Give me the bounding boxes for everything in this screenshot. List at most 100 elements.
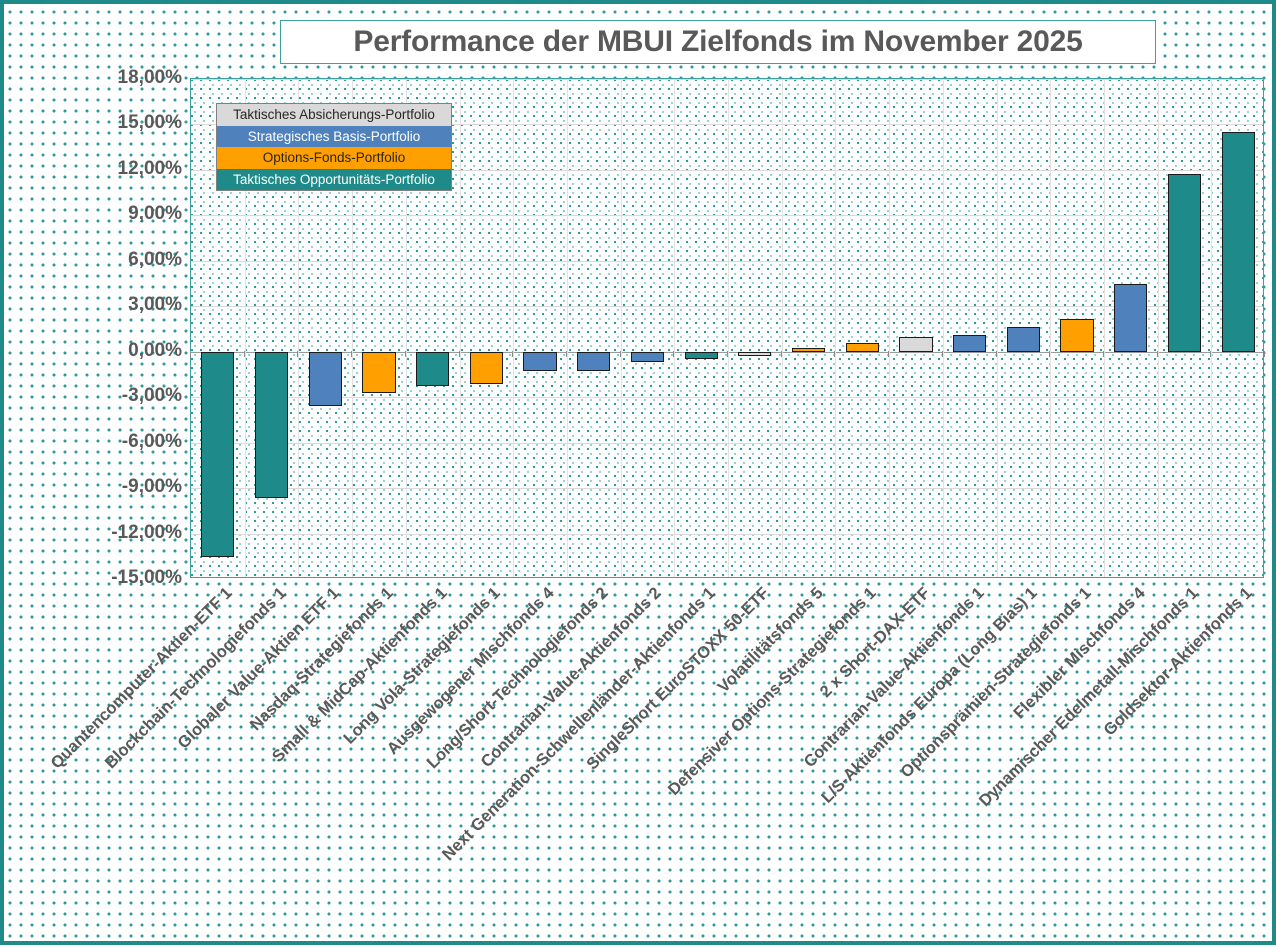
bar[interactable] xyxy=(791,347,826,352)
x-axis-tickmark xyxy=(404,350,406,357)
bar[interactable] xyxy=(1060,319,1094,352)
bar[interactable] xyxy=(523,351,557,372)
x-axis-tickmark xyxy=(1049,350,1051,357)
y-axis-tick-label: -3,00% xyxy=(121,385,182,407)
bar[interactable] xyxy=(201,351,235,558)
x-axis-tickmark xyxy=(565,350,567,357)
category-separator xyxy=(513,79,515,577)
category-separator xyxy=(996,79,998,577)
category-separator xyxy=(405,79,407,577)
legend-item-label: Strategisches Basis-Portfolio xyxy=(247,128,421,144)
gridline-18 xyxy=(191,79,1263,80)
plot-area xyxy=(190,78,1264,578)
gridline-6 xyxy=(191,260,1263,262)
legend-item-label: Taktisches Opportunitäts-Portfolio xyxy=(233,171,435,187)
bar[interactable] xyxy=(845,343,879,352)
bar[interactable] xyxy=(899,337,933,352)
category-separator xyxy=(1103,79,1105,577)
legend-item-label: Options-Fonds-Portfolio xyxy=(262,150,406,166)
chart-title-box: Performance der MBUI Zielfonds im Novemb… xyxy=(280,20,1156,64)
bar[interactable] xyxy=(684,351,718,359)
x-axis-tickmark xyxy=(834,350,836,357)
category-separator xyxy=(1050,79,1052,577)
y-axis-tick-label: 0,00% xyxy=(128,339,182,361)
x-axis-tickmark xyxy=(243,350,245,357)
bar[interactable] xyxy=(1006,327,1040,352)
y-axis-tick-label: -15,00% xyxy=(111,567,182,588)
bar[interactable] xyxy=(577,351,611,372)
y-axis-tick-label: 3,00% xyxy=(128,294,182,316)
gridline-neg9 xyxy=(191,488,1263,490)
y-axis-tick-label: 12,00% xyxy=(117,157,182,179)
legend-item-row: Options-Fonds-Portfolio xyxy=(217,147,451,169)
category-separator xyxy=(566,79,568,577)
category-separator xyxy=(781,79,783,577)
x-axis-tickmark xyxy=(619,350,621,357)
category-separator xyxy=(244,79,246,577)
category-separator xyxy=(728,79,729,577)
legend-item[interactable]: Taktisches Opportunitäts-Portfolio xyxy=(217,168,451,190)
legend-item[interactable]: Options-Fonds-Portfolio xyxy=(217,147,451,169)
legend-item[interactable]: Taktisches Absicherungs-Portfolio xyxy=(217,104,451,126)
x-axis-tickmark xyxy=(1102,350,1104,357)
bar[interactable] xyxy=(416,351,450,386)
bar[interactable] xyxy=(254,351,289,498)
x-axis-tickmark xyxy=(941,350,943,357)
x-axis-tickmark xyxy=(995,350,997,357)
y-axis-tick-label: -9,00% xyxy=(121,476,182,498)
category-separator xyxy=(298,79,300,577)
x-axis-labels: Quantencomputer-Aktien-ETF 1 Blockchain-T… xyxy=(4,578,1276,948)
y-axis-tick-label: -6,00% xyxy=(121,430,182,452)
x-axis-tickmark xyxy=(1156,350,1158,357)
bar[interactable] xyxy=(1221,132,1255,352)
x-axis-tickmark xyxy=(727,350,728,357)
bar[interactable] xyxy=(1114,283,1148,352)
legend-item-row: Taktisches Absicherungs-Portfolio xyxy=(217,104,451,126)
x-axis-tickmark xyxy=(780,350,782,357)
gridline-15 xyxy=(191,124,1263,126)
legend-item[interactable]: Strategisches Basis-Portfolio xyxy=(217,125,451,147)
x-axis-tickmark xyxy=(512,350,514,357)
y-axis: 18,00% 15,00% 12,00% 9,00% 6,00% 3,00% 0,00% -3… xyxy=(64,67,186,588)
y-axis-tick-label: 18,00% xyxy=(117,67,182,88)
x-axis-tickmark xyxy=(297,350,299,357)
bar[interactable] xyxy=(308,351,342,406)
x-axis-tickmark xyxy=(888,350,890,357)
y-axis-tick-label: 6,00% xyxy=(128,248,182,270)
page-title: Performance der MBUI Zielfonds im Novemb… xyxy=(353,25,1083,58)
legend-item-row: Strategisches Basis-Portfolio xyxy=(217,125,451,147)
gridline-neg6 xyxy=(191,442,1263,444)
category-separator xyxy=(889,79,891,577)
bar[interactable] xyxy=(469,351,503,385)
x-axis-tickmark xyxy=(458,350,460,357)
x-axis-tickmark xyxy=(673,350,675,357)
bar[interactable] xyxy=(1167,174,1202,352)
category-separator xyxy=(459,79,461,577)
gridline-9 xyxy=(191,215,1263,217)
category-separator xyxy=(1157,79,1159,577)
bar[interactable] xyxy=(630,351,665,363)
x-axis-tickmark xyxy=(1210,350,1212,357)
category-separator xyxy=(835,79,837,577)
gridline-neg12 xyxy=(191,533,1263,535)
y-axis-tick-label: 9,00% xyxy=(128,203,182,225)
category-separator xyxy=(620,79,622,577)
x-axis-tickmark xyxy=(351,350,353,357)
gridline-12 xyxy=(191,169,1263,171)
gridline-3 xyxy=(191,306,1263,308)
bar[interactable] xyxy=(953,335,987,352)
bar[interactable] xyxy=(738,351,772,356)
bar[interactable] xyxy=(362,351,396,393)
x-axis-tickmark xyxy=(190,350,191,357)
y-axis-tick-label: -12,00% xyxy=(111,521,182,543)
y-axis-tick-label: 15,00% xyxy=(117,112,182,134)
x-axis-tickmark xyxy=(1264,350,1265,357)
category-separator xyxy=(1211,79,1213,577)
chart-legend: Taktisches Absicherungs-Portfolio Strateg… xyxy=(216,103,452,191)
legend-item-row: Taktisches Opportunitäts-Portfolio xyxy=(217,168,451,190)
category-separator xyxy=(352,79,354,577)
category-separator xyxy=(942,79,944,577)
category-separator xyxy=(674,79,676,577)
gridline-neg3 xyxy=(191,397,1263,399)
